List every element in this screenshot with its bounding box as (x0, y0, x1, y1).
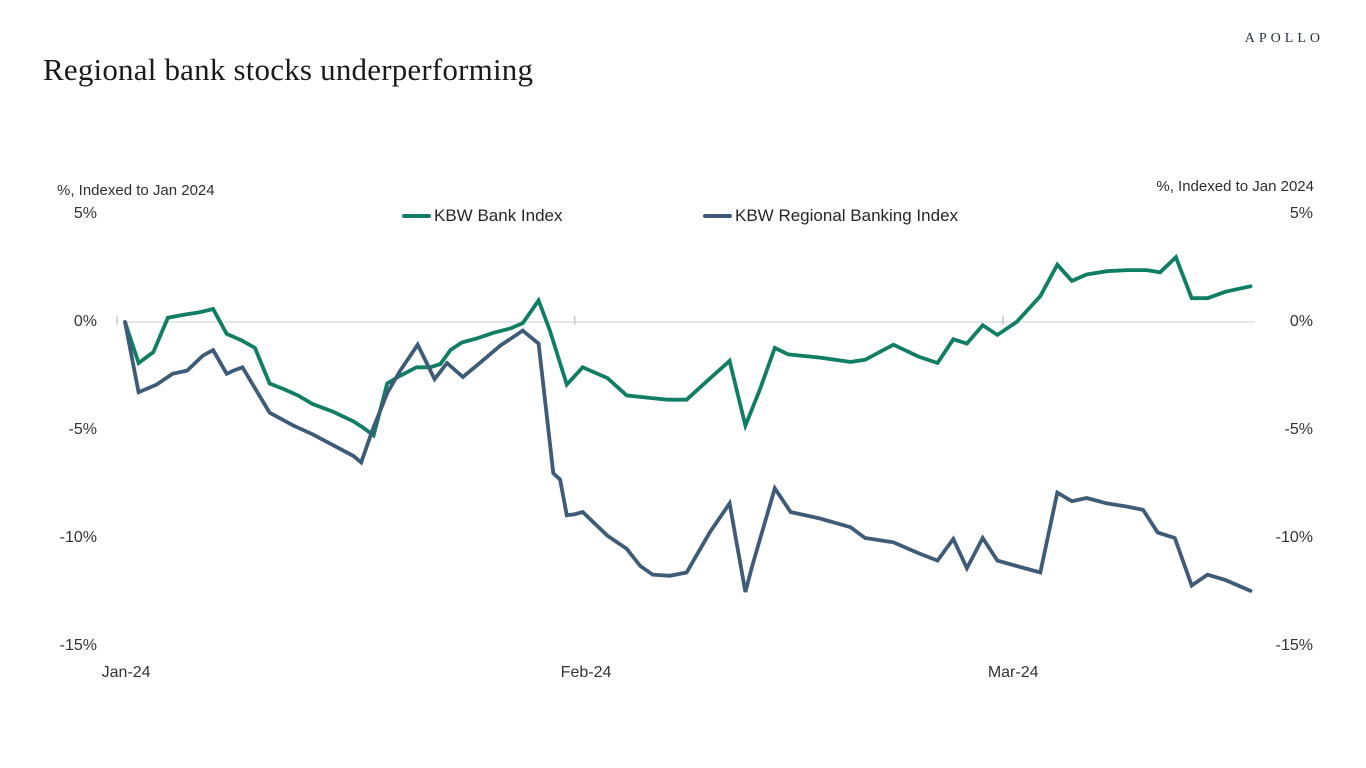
legend-item-kbw-bank-index: KBW Bank Index (402, 206, 563, 226)
legend-label-kbw-bank-index: KBW Bank Index (434, 206, 563, 225)
series-line-0 (123, 253, 1253, 439)
legend-label-kbw-regional-banking-index: KBW Regional Banking Index (735, 206, 959, 225)
page-title: Regional bank stocks underperforming (43, 52, 534, 87)
y-tick-label-right: 0% (1289, 312, 1313, 330)
series-line-1 (123, 320, 1253, 593)
y-axis-title-right: %, Indexed to Jan 2024 (1156, 178, 1314, 195)
brand-wordmark: APOLLO (1244, 31, 1324, 46)
y-tick-label-left: 0% (73, 312, 97, 330)
y-tick-label-left: -15% (59, 636, 97, 654)
legend-swatch-kbw-regional-banking-index (703, 214, 732, 218)
y-tick-label-right: -10% (1275, 528, 1313, 546)
x-tick-label: Jan-24 (101, 664, 151, 681)
y-tick-label-right: -15% (1275, 636, 1313, 654)
y-axis-title-left: %, Indexed to Jan 2024 (57, 182, 215, 199)
y-tick-label-left: -5% (68, 420, 97, 438)
y-tick-label-right: -5% (1284, 420, 1313, 438)
legend-swatch-kbw-bank-index (402, 214, 431, 218)
x-tick-label: Feb-24 (560, 664, 612, 681)
y-tick-label-right: 5% (1289, 204, 1313, 222)
y-tick-label-left: -10% (59, 528, 97, 546)
y-tick-label-left: 5% (73, 204, 97, 222)
x-tick-label: Mar-24 (987, 664, 1039, 681)
legend-item-kbw-regional-banking-index: KBW Regional Banking Index (703, 206, 958, 226)
line-chart-plot (116, 253, 1255, 593)
